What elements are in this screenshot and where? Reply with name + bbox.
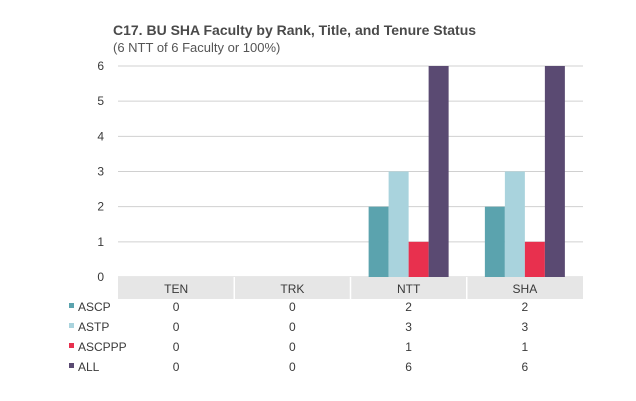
table-value: 0 bbox=[289, 340, 296, 354]
legend-label-ascppp: ASCPPP bbox=[78, 340, 127, 354]
category-label-trk: TRK bbox=[280, 282, 304, 296]
bar-all-ntt bbox=[428, 66, 449, 277]
legend-label-ascp: ASCP bbox=[78, 300, 111, 314]
table-value: 1 bbox=[405, 340, 412, 354]
bar-astp-ntt bbox=[388, 171, 409, 277]
bar-ascppp-sha bbox=[524, 241, 545, 277]
bar-all-sha bbox=[544, 66, 565, 277]
bar-ascp-ntt bbox=[368, 206, 389, 277]
chart-subtitle: (6 NTT of 6 Faculty or 100%) bbox=[113, 40, 281, 55]
y-tick-label: 1 bbox=[97, 235, 104, 249]
table-value: 0 bbox=[173, 300, 180, 314]
table-value: 3 bbox=[405, 320, 412, 334]
table-value: 6 bbox=[405, 360, 412, 374]
legend-label-all: ALL bbox=[78, 360, 100, 374]
table-value: 1 bbox=[522, 340, 529, 354]
table-value: 0 bbox=[289, 300, 296, 314]
chart-title: C17. BU SHA Faculty by Rank, Title, and … bbox=[113, 22, 477, 38]
table-value: 0 bbox=[289, 320, 296, 334]
category-label-sha: SHA bbox=[513, 282, 538, 296]
table-value: 2 bbox=[405, 300, 412, 314]
table-value: 3 bbox=[522, 320, 529, 334]
y-tick-label: 6 bbox=[97, 59, 104, 73]
legend-swatch-ascppp bbox=[69, 343, 74, 348]
bar-astp-sha bbox=[504, 171, 525, 277]
bar-ascppp-ntt bbox=[408, 241, 429, 277]
table-value: 6 bbox=[522, 360, 529, 374]
table-value: 0 bbox=[173, 340, 180, 354]
table-value: 0 bbox=[289, 360, 296, 374]
table-value: 0 bbox=[173, 320, 180, 334]
legend-swatch-ascp bbox=[69, 303, 74, 308]
y-tick-label: 4 bbox=[97, 129, 104, 143]
y-tick-label: 2 bbox=[97, 200, 104, 214]
table-value: 0 bbox=[173, 360, 180, 374]
category-label-ntt: NTT bbox=[397, 282, 421, 296]
bar-ascp-sha bbox=[484, 206, 505, 277]
legend-swatch-all bbox=[69, 363, 74, 368]
legend-swatch-astp bbox=[69, 323, 74, 328]
category-label-ten: TEN bbox=[164, 282, 188, 296]
y-tick-label: 3 bbox=[97, 165, 104, 179]
table-value: 2 bbox=[522, 300, 529, 314]
y-tick-label: 5 bbox=[97, 94, 104, 108]
legend-label-astp: ASTP bbox=[78, 320, 109, 334]
y-tick-label: 0 bbox=[97, 270, 104, 284]
